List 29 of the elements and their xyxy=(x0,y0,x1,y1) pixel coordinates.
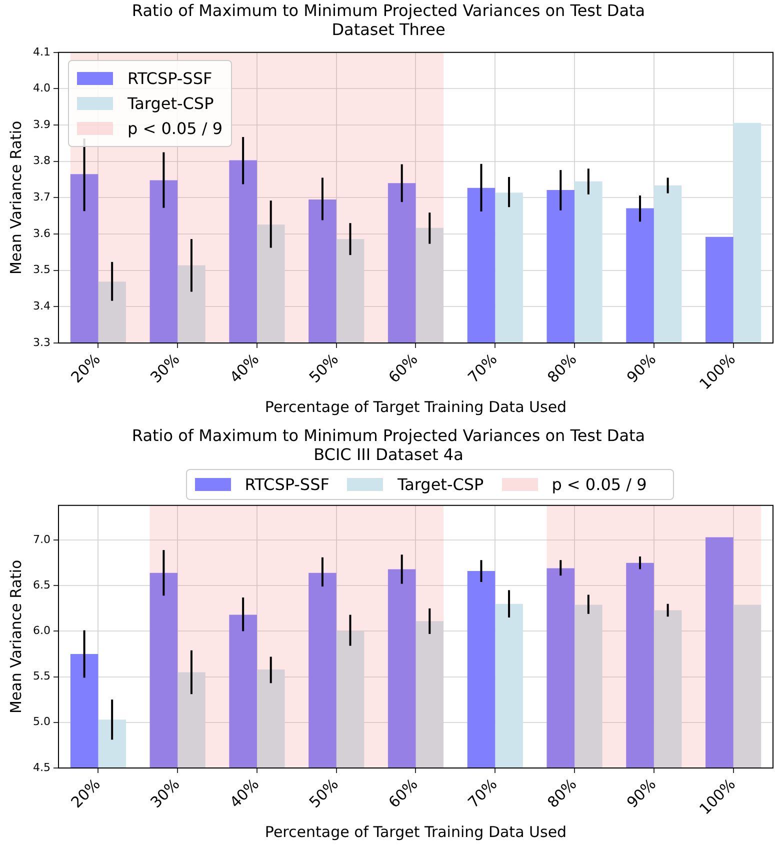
y-tick-label: 4.0 xyxy=(32,82,50,95)
legend-label: Target-CSP xyxy=(397,475,484,494)
band-label: p < 0.05 / 9 xyxy=(127,119,223,138)
legend-label: RTCSP-SSF xyxy=(127,69,212,88)
x-axis-title: Percentage of Target Training Data Used xyxy=(264,398,567,416)
legend-label: Target-CSP xyxy=(127,94,214,114)
y-tick-label: 3.6 xyxy=(32,226,50,240)
y-tick-label: 5.0 xyxy=(32,715,50,728)
y-tick-label: 6.0 xyxy=(32,624,50,638)
y-tick-label: 3.3 xyxy=(32,336,50,349)
y-axis-title: Mean Variance Ratio xyxy=(6,120,25,275)
legend-label: RTCSP-SSF xyxy=(244,475,330,494)
legend-label: p < 0.05 / 9 xyxy=(552,475,647,494)
y-tick-label: 6.5 xyxy=(32,578,50,592)
y-tick-label: 3.5 xyxy=(32,263,50,276)
chart-subtitle: BCIC III Dataset 4a xyxy=(314,444,464,464)
chart-subtitle: Dataset Three xyxy=(332,20,446,39)
chart-title: Ratio of Maximum to Minimum Projected Variances on Test Data xyxy=(132,426,646,445)
y-tick-label: 3.4 xyxy=(32,299,50,312)
y-tick-label: 4.1 xyxy=(32,45,50,58)
x-axis-title: Percentage of Target Training Data Used xyxy=(264,822,567,841)
chart-title: Ratio of Maximum to Minimum Projected Variances on Test Data xyxy=(132,0,646,20)
y-tick-label: 3.8 xyxy=(32,154,50,168)
y-tick-label: 7.0 xyxy=(32,532,50,546)
y-tick-label: 4.5 xyxy=(32,760,50,774)
y-tick-label: 3.9 xyxy=(32,118,50,131)
y-tick-label: 3.7 xyxy=(32,190,50,204)
y-tick-label: 5.5 xyxy=(32,670,50,683)
y-axis-title: Mean Variance Ratio xyxy=(6,560,25,714)
